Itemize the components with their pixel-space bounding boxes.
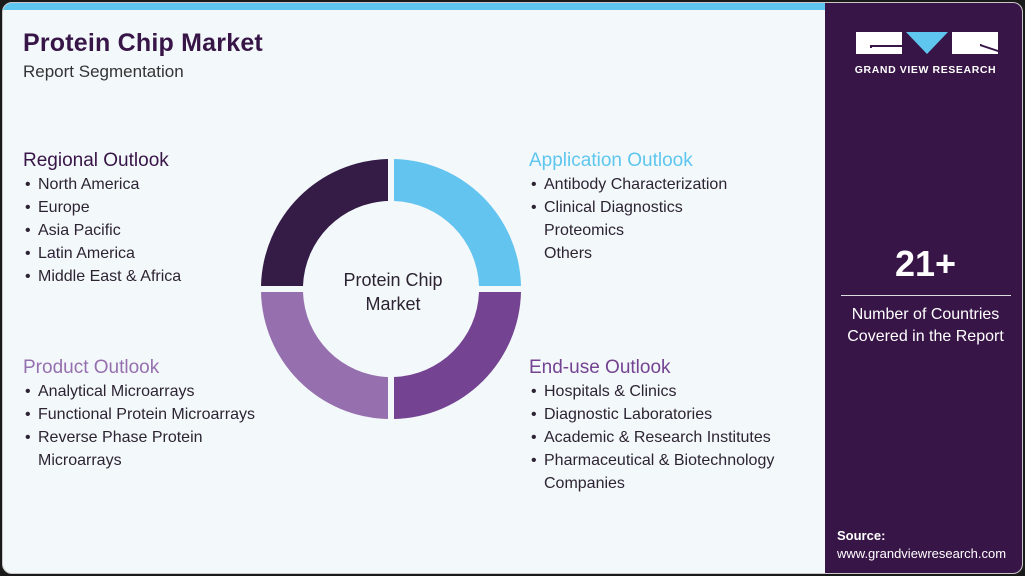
source-url: www.grandviewresearch.com xyxy=(837,546,1007,561)
list-item: Antibody Characterization xyxy=(529,173,727,196)
list-item: Others xyxy=(544,245,593,262)
list-item: Proteomics xyxy=(544,222,625,239)
stat-label-line2: Covered in the Report xyxy=(847,328,1004,345)
list-item: Asia Pacific xyxy=(23,219,181,242)
list-item: Academic & Research Institutes xyxy=(529,426,774,449)
section-title: Application Outlook xyxy=(529,150,693,171)
donut-segment-enduse xyxy=(394,292,521,419)
list-item: Clinical Diagnostics xyxy=(529,196,727,219)
countries-stat: 21+ Number of Countries Covered in the R… xyxy=(825,243,1022,348)
section-title: End-use Outlook xyxy=(529,357,671,378)
page-title: Protein Chip Market xyxy=(23,29,263,57)
donut-segment-regional xyxy=(261,159,388,286)
list-item: Companies xyxy=(544,475,625,492)
list-item: Europe xyxy=(23,196,181,219)
list-item: Hospitals & Clinics xyxy=(529,380,774,403)
grand-view-research-logo-icon xyxy=(856,32,998,54)
top-accent-bar xyxy=(3,3,825,10)
stat-divider xyxy=(840,295,1011,296)
enduse-outlook-section: End-use Outlook Hospitals & Clinics Diag… xyxy=(529,356,774,495)
source-label: Source: xyxy=(837,528,886,543)
section-title: Regional Outlook xyxy=(23,150,169,171)
center-label-line2: Market xyxy=(365,294,421,314)
logo-text: GRAND VIEW RESEARCH xyxy=(854,64,997,76)
regional-outlook-section: Regional Outlook North America Europe As… xyxy=(23,149,181,288)
list-item: Reverse Phase Protein xyxy=(23,426,255,449)
sidebar-panel xyxy=(825,3,1022,573)
list-item: Functional Protein Microarrays xyxy=(23,403,255,426)
list-item: Pharmaceutical & Biotechnology xyxy=(529,449,774,472)
segmentation-donut xyxy=(261,159,521,419)
page-subtitle: Report Segmentation xyxy=(23,62,184,81)
donut-segment-product xyxy=(261,292,388,419)
list-item: Diagnostic Laboratories xyxy=(529,403,774,426)
section-title: Product Outlook xyxy=(23,357,160,378)
list-item: Latin America xyxy=(23,242,181,265)
list-item: Middle East & Africa xyxy=(23,265,181,288)
source-block: Source: www.grandviewresearch.com xyxy=(837,527,1006,563)
donut-segment-application xyxy=(394,159,521,286)
stat-label-line1: Number of Countries xyxy=(851,306,1000,323)
stat-value: 21+ xyxy=(894,243,957,284)
center-label-line1: Protein Chip xyxy=(343,270,443,290)
product-outlook-section: Product Outlook Analytical Microarrays F… xyxy=(23,356,255,472)
list-item: North America xyxy=(23,173,181,196)
list-item: Analytical Microarrays xyxy=(23,380,255,403)
application-outlook-section: Application Outlook Antibody Characteriz… xyxy=(529,149,727,265)
list-item: Microarrays xyxy=(38,452,122,469)
donut-center-label: Protein Chip Market xyxy=(313,268,473,316)
